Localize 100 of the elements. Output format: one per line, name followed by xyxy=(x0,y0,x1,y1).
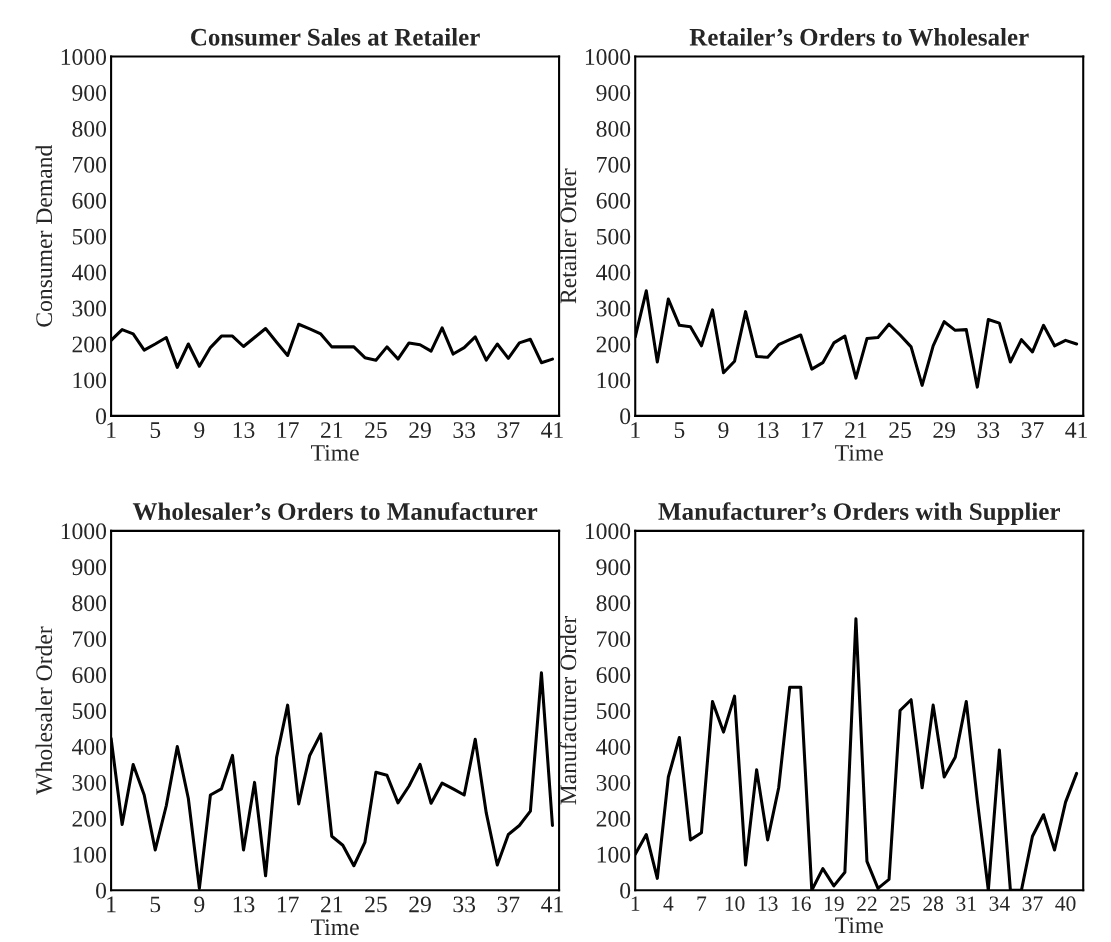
y-tick-label: 800 xyxy=(72,120,107,137)
x-tick-label: 10 xyxy=(725,896,745,911)
x-tick-label: 37 xyxy=(1022,896,1043,911)
x-tick-label: 29 xyxy=(409,422,431,439)
y-axis-title: Retailer Order xyxy=(559,168,577,304)
x-tick-label: 9 xyxy=(718,422,729,439)
y-tick-label: 0 xyxy=(620,408,631,425)
y-axis-title: Manufacturer Order xyxy=(559,616,577,805)
y-tick-label: 600 xyxy=(596,192,631,209)
x-tick-label: 9 xyxy=(194,422,205,439)
x-tick-label: 17 xyxy=(802,422,823,438)
x-tick-label: 16 xyxy=(791,896,811,911)
y-tick-label: 600 xyxy=(72,667,107,684)
chart-title: Consumer Sales at Retailer xyxy=(191,28,480,46)
y-tick-label: 400 xyxy=(596,264,631,281)
y-tick-label: 200 xyxy=(72,336,107,353)
y-tick-label: 800 xyxy=(596,595,631,612)
y-tick-label: 500 xyxy=(72,228,107,245)
y-tick-label: 0 xyxy=(96,408,107,425)
x-axis-title: Time xyxy=(835,917,883,934)
x-tick-label: 33 xyxy=(453,422,476,439)
x-tick-label: 5 xyxy=(674,422,685,439)
x-tick-label: 4 xyxy=(663,896,674,911)
x-tick-label: 29 xyxy=(933,422,956,439)
y-tick-label: 500 xyxy=(72,703,107,719)
x-tick-label: 13 xyxy=(757,422,779,439)
x-tick-label: 7 xyxy=(697,896,707,911)
y-tick-label: 300 xyxy=(596,300,631,317)
y-tick-label: 700 xyxy=(73,156,107,173)
x-tick-label: 31 xyxy=(956,896,976,911)
y-tick-label: 800 xyxy=(72,595,107,612)
y-tick-label: 300 xyxy=(72,774,107,791)
y-tick-label: 900 xyxy=(72,559,107,576)
y-tick-label: 1000 xyxy=(585,49,631,65)
x-tick-label: 21 xyxy=(321,896,343,913)
x-tick-label: 40 xyxy=(1055,896,1076,911)
y-tick-label: 1000 xyxy=(585,523,631,540)
y-tick-label: 100 xyxy=(73,372,107,389)
x-axis-title: Time xyxy=(311,444,359,461)
y-tick-label: 1000 xyxy=(61,523,107,540)
x-tick-label: 17 xyxy=(277,422,299,438)
y-tick-label: 100 xyxy=(73,846,107,863)
x-tick-label: 28 xyxy=(923,896,944,911)
y-tick-label: 700 xyxy=(597,631,631,648)
y-tick-label: 800 xyxy=(596,120,631,137)
y-tick-label: 900 xyxy=(596,84,631,101)
y-tick-label: 700 xyxy=(73,631,107,648)
x-tick-label: 33 xyxy=(453,896,476,913)
y-tick-label: 900 xyxy=(596,559,631,576)
x-tick-label: 21 xyxy=(321,422,343,438)
x-tick-label: 25 xyxy=(890,896,910,911)
chart-title: Manufacturer’s Orders with Supplier xyxy=(658,502,1060,526)
x-tick-label: 25 xyxy=(365,896,387,913)
y-tick-label: 600 xyxy=(596,667,631,684)
y-tick-label: 400 xyxy=(71,738,107,755)
y-tick-label: 900 xyxy=(72,84,107,101)
x-tick-label: 13 xyxy=(233,896,255,913)
y-tick-label: 500 xyxy=(597,228,631,245)
y-tick-label: 400 xyxy=(596,738,631,755)
y-tick-label: 500 xyxy=(597,703,631,719)
x-tick-label: 19 xyxy=(824,896,844,911)
x-tick-label: 41 xyxy=(541,422,563,438)
x-tick-label: 29 xyxy=(409,896,431,913)
x-tick-label: 41 xyxy=(541,896,563,913)
y-tick-label: 200 xyxy=(596,810,631,827)
x-tick-label: 22 xyxy=(857,896,877,911)
x-tick-label: 9 xyxy=(194,896,205,913)
y-axis-title: Consumer Demand xyxy=(35,145,53,327)
x-tick-label: 1 xyxy=(631,896,640,911)
x-tick-label: 5 xyxy=(150,896,161,913)
x-tick-label: 1 xyxy=(631,422,640,438)
x-tick-label: 13 xyxy=(233,422,255,439)
x-tick-label: 37 xyxy=(497,896,520,913)
y-tick-label: 0 xyxy=(620,882,631,899)
x-tick-label: 34 xyxy=(989,896,1010,911)
chart-title: Retailer’s Orders to Wholesaler xyxy=(689,28,1029,46)
y-tick-label: 600 xyxy=(72,192,107,209)
x-tick-label: 37 xyxy=(497,422,520,439)
y-tick-label: 400 xyxy=(71,264,107,281)
x-tick-label: 1 xyxy=(107,896,116,913)
x-axis-title: Time xyxy=(835,444,883,461)
y-tick-label: 700 xyxy=(597,156,631,173)
x-tick-label: 25 xyxy=(365,422,387,439)
chart-title: Wholesaler’s Orders to Manufacturer xyxy=(132,502,538,521)
y-tick-label: 1000 xyxy=(61,49,107,65)
y-tick-label: 300 xyxy=(72,300,107,317)
x-tick-label: 33 xyxy=(977,422,1000,439)
x-tick-label: 1 xyxy=(107,422,116,438)
y-tick-label: 100 xyxy=(597,372,631,389)
x-tick-label: 41 xyxy=(1065,422,1087,438)
x-axis-title: Time xyxy=(311,919,359,936)
y-axis-title: Wholesaler Order xyxy=(35,626,53,795)
x-tick-label: 13 xyxy=(758,896,778,911)
x-tick-label: 37 xyxy=(1021,422,1044,439)
y-tick-label: 200 xyxy=(596,336,631,353)
x-tick-label: 5 xyxy=(150,422,161,439)
y-tick-label: 300 xyxy=(596,774,631,791)
y-tick-label: 0 xyxy=(96,882,107,899)
y-tick-label: 100 xyxy=(597,846,631,863)
x-tick-label: 21 xyxy=(845,422,867,438)
